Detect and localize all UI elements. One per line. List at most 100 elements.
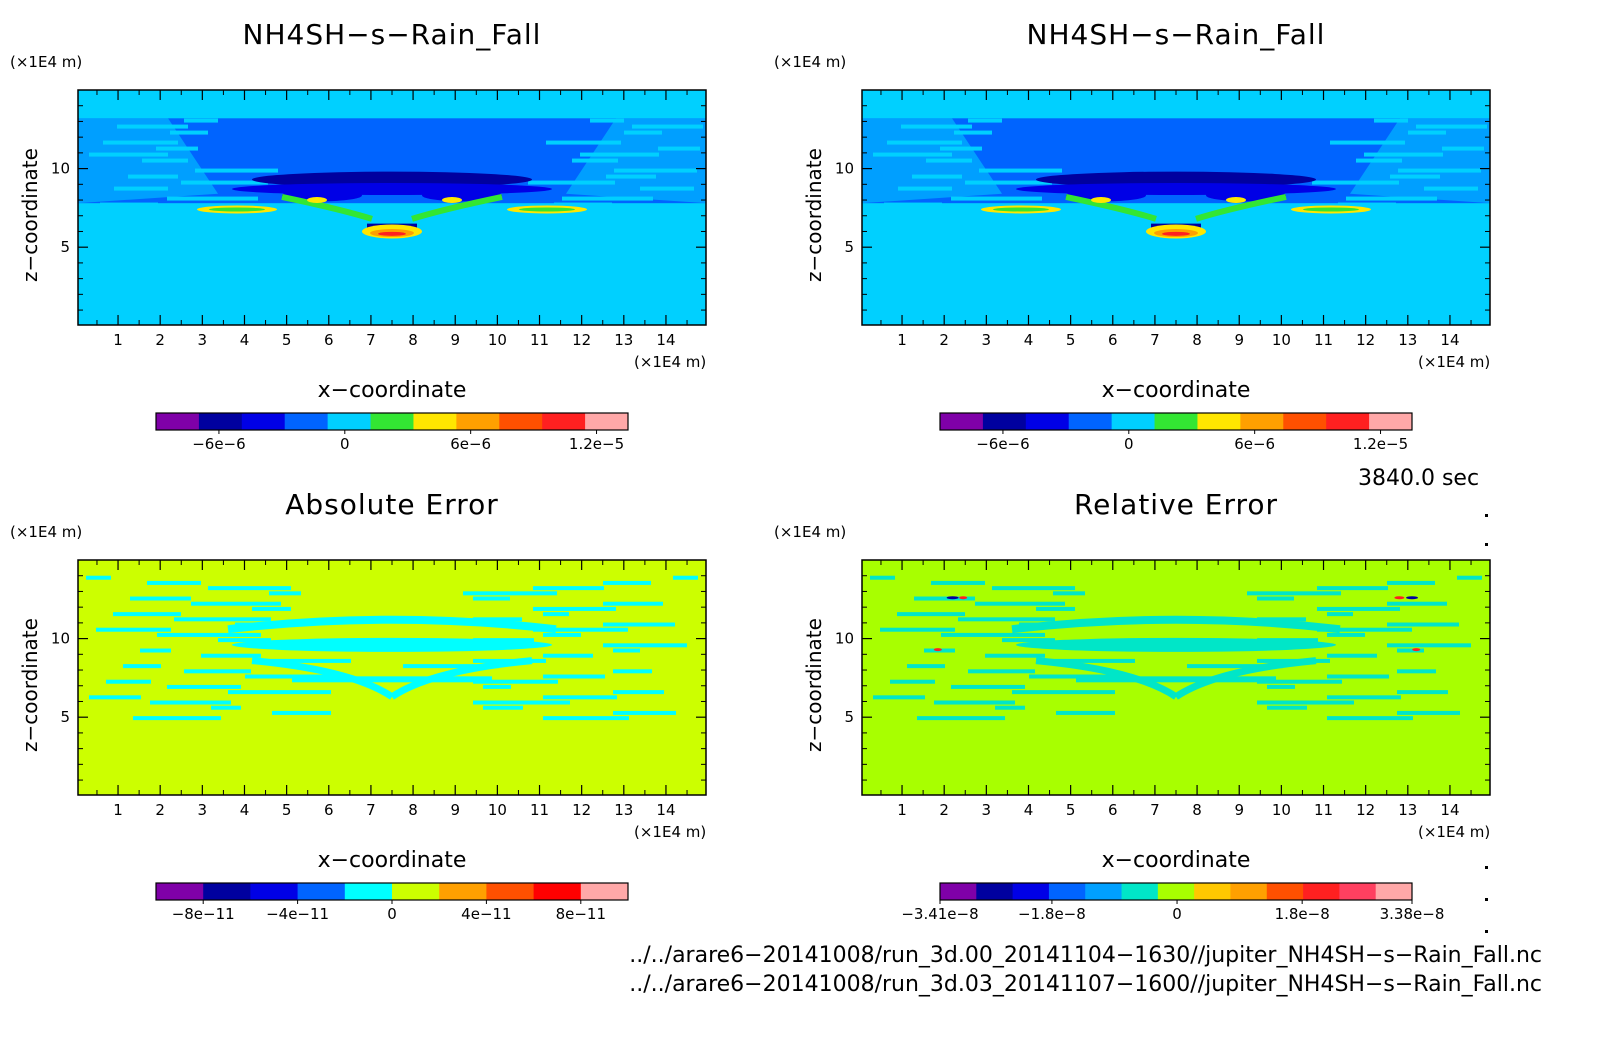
- downdraft-core: [1036, 171, 1316, 188]
- colorbar-segment: [297, 883, 346, 900]
- cloud-gap: [111, 252, 148, 257]
- error-patch: [473, 596, 510, 601]
- x-tick-label: 4: [1024, 801, 1034, 819]
- contour-field: [862, 90, 1490, 325]
- x-tick-label: 12: [1356, 801, 1375, 819]
- colorbar-label: 0: [340, 435, 350, 453]
- x-tick-label: 9: [1234, 801, 1244, 819]
- cloud-gap: [562, 196, 653, 201]
- error-patch: [914, 596, 975, 601]
- cloud-gap: [962, 242, 1032, 247]
- colorbar-segment: [284, 413, 329, 430]
- rain-arm-left: [1065, 193, 1157, 222]
- colorbar-segment: [439, 883, 487, 900]
- cloud-gap: [131, 112, 198, 117]
- downdraft-ring: [232, 183, 552, 196]
- error-patch: [1327, 653, 1377, 658]
- colorbar-segment: [1283, 413, 1327, 430]
- cloud-gap: [1330, 140, 1405, 145]
- cloud-gap: [170, 130, 208, 135]
- x-tick-label: 10: [1272, 331, 1291, 349]
- marker-dot: [1485, 898, 1488, 901]
- rain-spot-right: [442, 197, 462, 204]
- colorbar-label: 0: [1124, 435, 1134, 453]
- error-patch: [106, 679, 151, 684]
- y-unit-label: (×1E4 m): [774, 523, 847, 541]
- x-tick-label: 9: [450, 801, 460, 819]
- x-tick-label: 6: [1108, 801, 1118, 819]
- error-patch: [140, 648, 171, 653]
- cloud-gap: [965, 180, 1052, 185]
- colorbar-segment: [940, 883, 977, 900]
- rain-band-right-inner: [1303, 207, 1359, 212]
- x-tick-label: 8: [1192, 801, 1202, 819]
- colorbar-frame: [939, 882, 1413, 901]
- error-patch: [86, 575, 111, 580]
- error-patch: [252, 606, 291, 611]
- marker-dot: [1485, 514, 1488, 517]
- x-tick-label: 3: [198, 801, 208, 819]
- error-patch: [603, 580, 651, 585]
- error-patch: [1012, 690, 1115, 695]
- cloud-gap: [895, 252, 932, 257]
- colorbar-segment: [327, 413, 372, 430]
- x-tick-label: 9: [450, 331, 460, 349]
- cloud-gap: [1312, 180, 1399, 185]
- error-patch: [533, 586, 604, 591]
- x-tick-label: 10: [488, 801, 507, 819]
- error-patch: [208, 586, 291, 591]
- error-patch: [272, 710, 331, 715]
- y-tick-label: 10: [51, 630, 70, 648]
- colorbar-segment: [1326, 413, 1370, 430]
- error-patch: [211, 705, 241, 710]
- x-tick-label: 2: [939, 331, 949, 349]
- cloud-gap: [614, 236, 647, 241]
- cloud-gap: [1460, 102, 1490, 107]
- cloud-gap: [86, 214, 148, 219]
- cloud-gap: [1382, 112, 1449, 117]
- y-tick-label: 5: [844, 238, 854, 256]
- error-patch: [89, 695, 141, 700]
- error-patch: [1187, 664, 1283, 669]
- y-tick-label: 10: [835, 160, 854, 178]
- chart-title: NH4SH−s−Rain_Fall: [1026, 18, 1326, 51]
- x-tick-label: 7: [1150, 331, 1160, 349]
- colorbar-segment: [156, 883, 204, 900]
- x-tick-label: 3: [982, 801, 992, 819]
- rain-band-right-inner: [519, 207, 575, 212]
- error-patch: [1327, 612, 1353, 617]
- error-patch: [1257, 596, 1294, 601]
- x-tick-label: 6: [1108, 331, 1118, 349]
- x-unit-label: (×1E4 m): [1418, 823, 1491, 841]
- colorbar-segment: [1154, 413, 1198, 430]
- cloud-gap: [979, 168, 1062, 173]
- colorbar-segment: [1048, 883, 1086, 900]
- error-patch: [613, 669, 652, 674]
- rain-spot-left: [307, 197, 327, 204]
- error-patch: [1397, 669, 1436, 674]
- rain-band-left-inner: [209, 207, 265, 212]
- error-arm-left: [251, 657, 394, 700]
- neg-spot: [946, 596, 959, 600]
- panel-rain-fall-left: NH4SH−s−Rain_Fall (×1E4 m) z−coordinate …: [0, 0, 780, 470]
- error-patch: [1327, 716, 1413, 721]
- cloud-gap: [139, 224, 238, 229]
- cloud-gap: [915, 112, 982, 117]
- error-patch: [613, 648, 640, 653]
- x-tick-label: 7: [1150, 801, 1160, 819]
- x-tick-label: 10: [1272, 801, 1291, 819]
- error-arc: [227, 615, 557, 634]
- colorbar-label: 8e−11: [556, 905, 606, 923]
- error-patch: [603, 601, 663, 606]
- x-tick-label: 2: [939, 801, 949, 819]
- error-arm-right: [390, 657, 533, 700]
- colorbar-segment: [392, 883, 440, 900]
- cloud-gap: [622, 230, 688, 235]
- x-tick-label: 14: [1440, 801, 1459, 819]
- cloud-gap: [598, 112, 665, 117]
- colorbar-segment: [1012, 883, 1050, 900]
- panel-relative-error: Relative Error (×1E4 m) z−coordinate (×1…: [774, 470, 1564, 940]
- x-tick-label: 8: [408, 331, 418, 349]
- cloud-gap: [676, 102, 706, 107]
